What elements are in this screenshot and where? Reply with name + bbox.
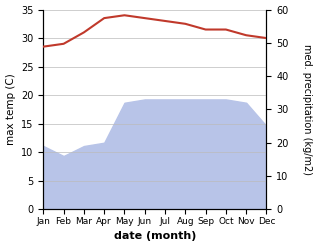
- Y-axis label: max temp (C): max temp (C): [5, 74, 16, 145]
- Y-axis label: med. precipitation (kg/m2): med. precipitation (kg/m2): [302, 44, 313, 175]
- X-axis label: date (month): date (month): [114, 231, 196, 242]
